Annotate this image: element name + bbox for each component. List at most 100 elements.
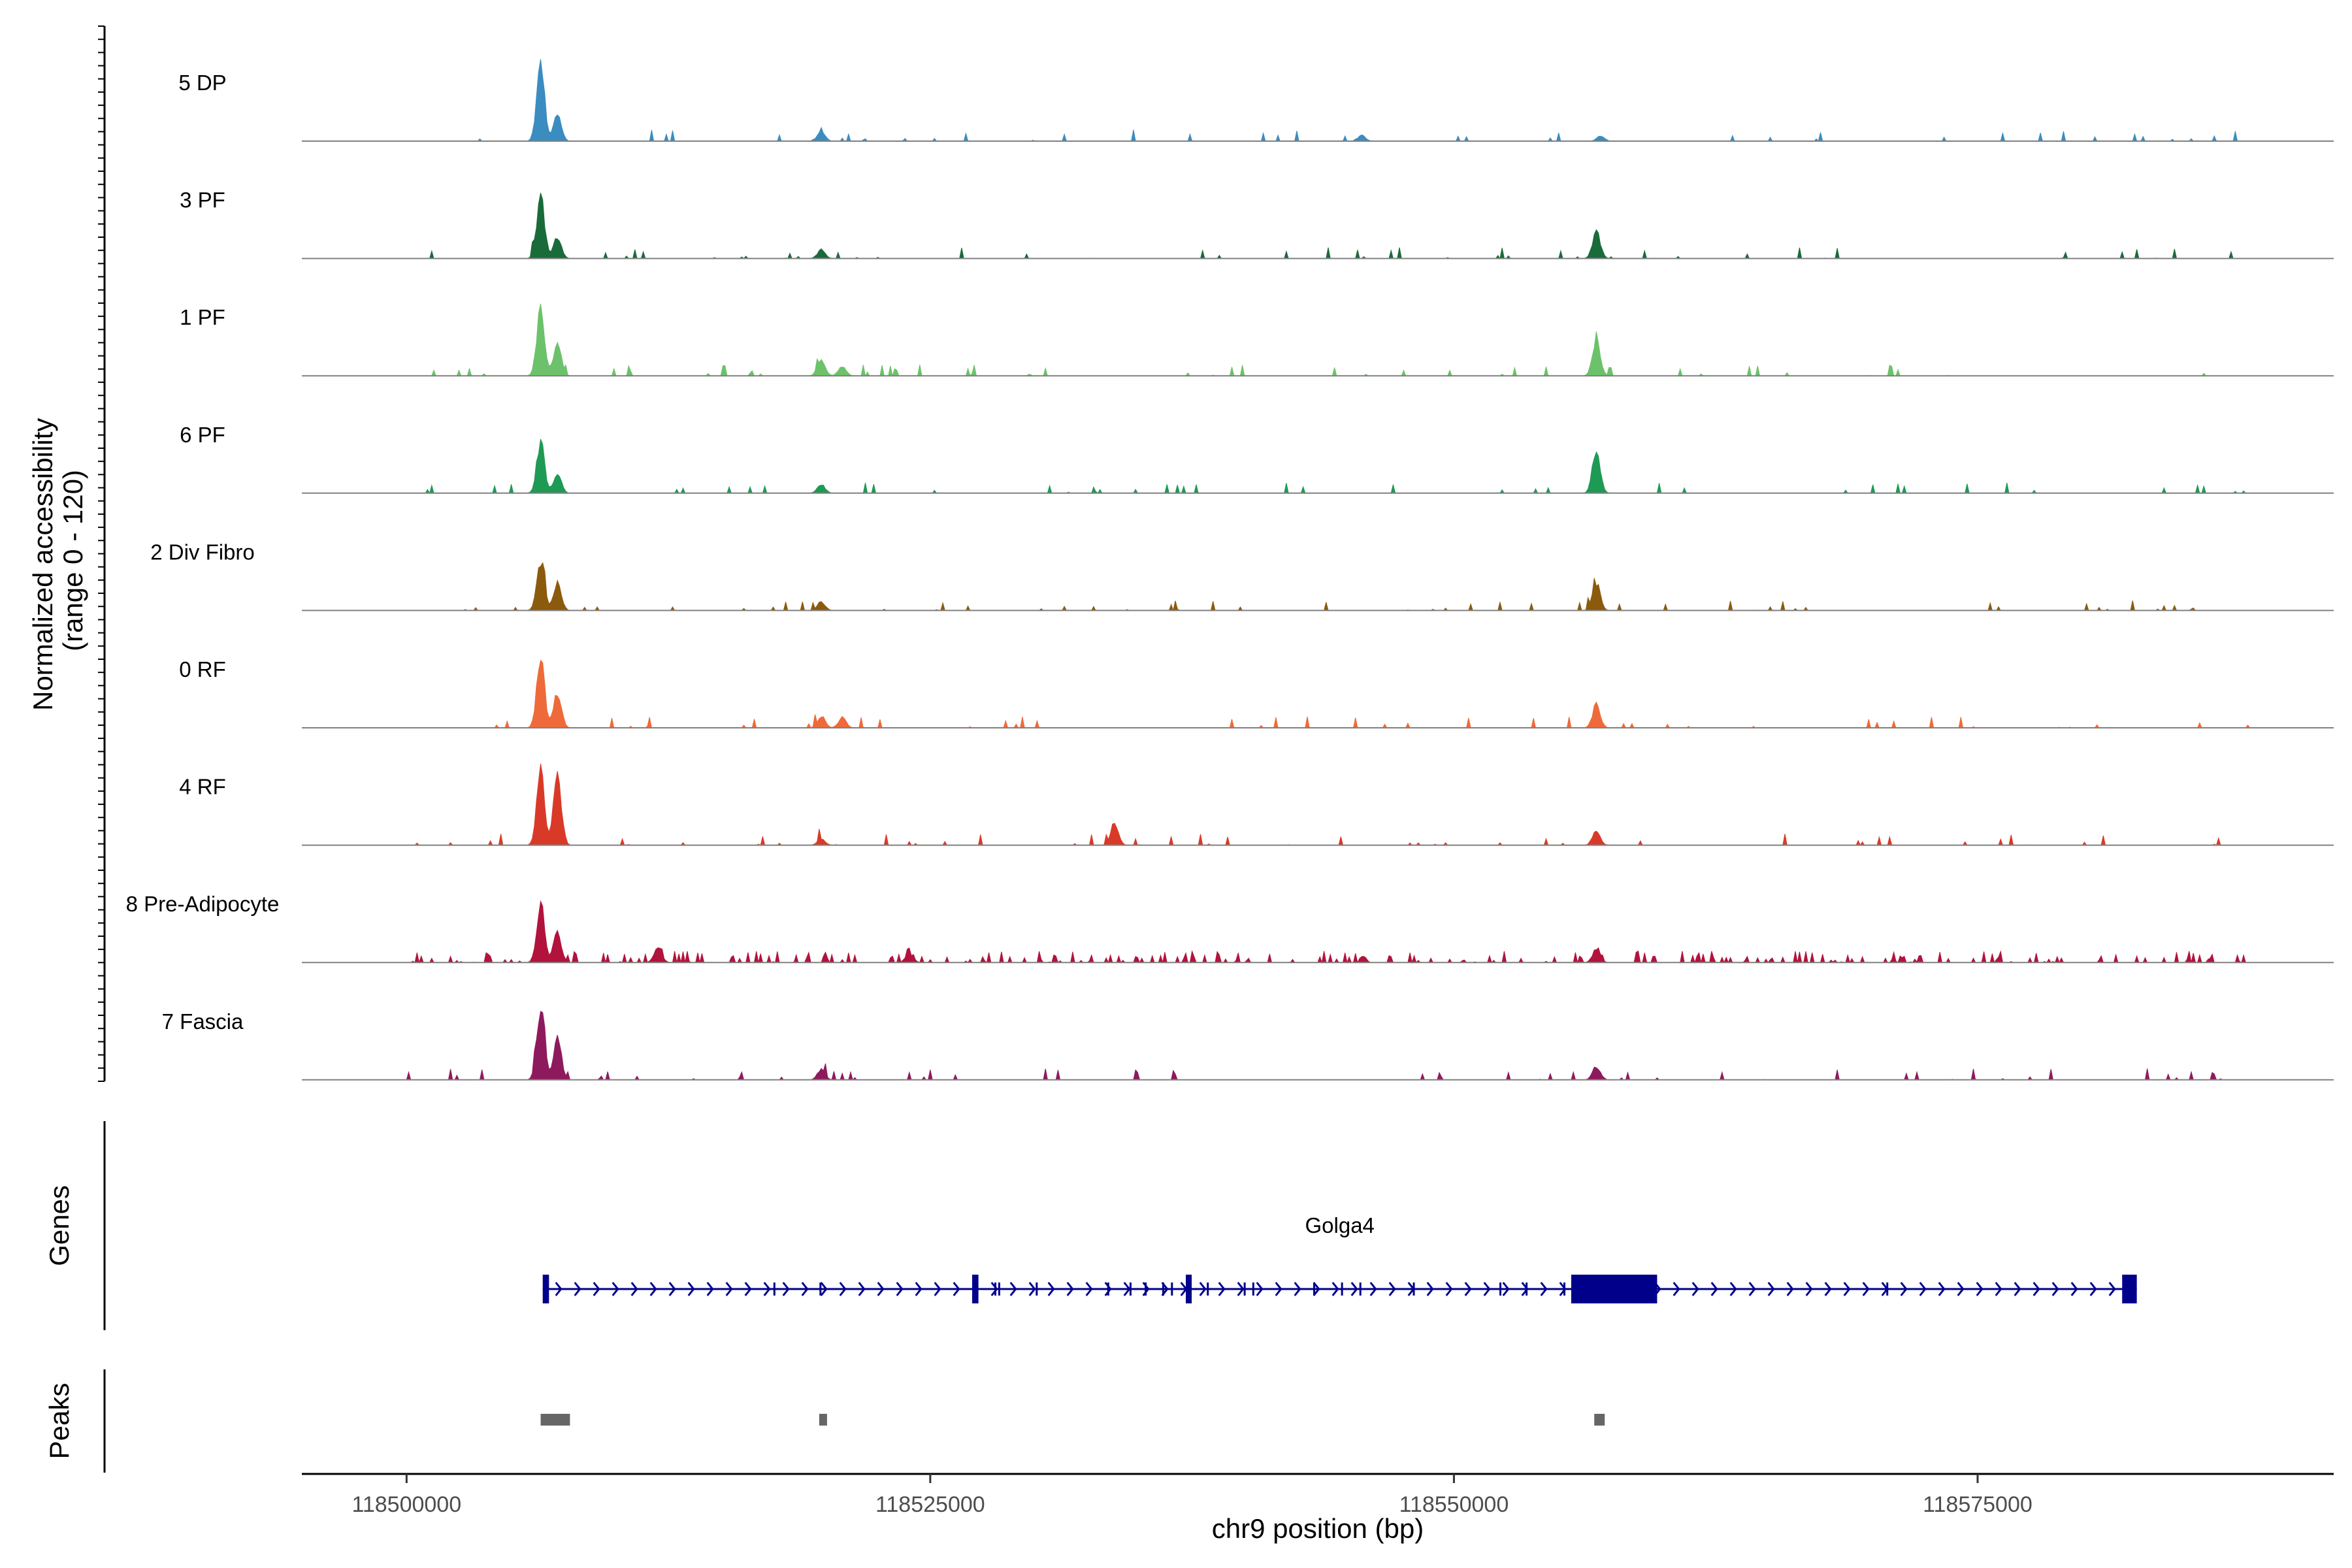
strand-arrow — [668, 1282, 676, 1296]
strand-arrow — [612, 1282, 619, 1296]
strand-arrow — [1350, 1282, 1358, 1296]
x-axis-title: chr9 position (bp) — [1212, 1513, 1424, 1544]
coverage-track: 7 Fascia — [162, 1009, 2334, 1081]
strand-arrow — [1426, 1282, 1434, 1296]
strand-arrow — [2089, 1282, 2097, 1296]
strand-arrow — [593, 1282, 600, 1296]
gene-exon — [1186, 1275, 1192, 1303]
strand-arrow — [1767, 1282, 1775, 1296]
strand-arrow — [2051, 1282, 2059, 1296]
strand-arrow — [1843, 1282, 1851, 1296]
track-label: 6 PF — [180, 423, 225, 447]
strand-arrow — [574, 1282, 581, 1296]
strand-arrow — [1900, 1282, 1908, 1296]
strand-arrow — [820, 1282, 828, 1296]
coverage-area — [406, 193, 2250, 259]
genes-track-label: Genes — [44, 1185, 74, 1266]
y-axis-title-line-2: (range 0 - 120) — [57, 470, 88, 651]
gene-track: Genes Golga4 — [44, 1121, 2137, 1330]
coverage-track: 0 RF — [179, 657, 2334, 728]
peaks-track: Peaks — [44, 1369, 1605, 1473]
coverage-area — [406, 1011, 2250, 1081]
strand-arrow — [649, 1282, 657, 1296]
strand-arrow — [1748, 1282, 1756, 1296]
strand-arrow — [990, 1282, 998, 1296]
coverage-track: 2 Div Fibro — [150, 540, 2334, 612]
strand-arrow — [782, 1282, 790, 1296]
strand-arrow — [1540, 1282, 1548, 1296]
coverage-track: 4 RF — [179, 763, 2334, 846]
strand-arrow — [1313, 1282, 1320, 1296]
strand-arrow — [1805, 1282, 1813, 1296]
coverage-track: 1 PF — [180, 303, 2334, 378]
strand-arrow — [1502, 1282, 1510, 1296]
strand-arrow — [1919, 1282, 1927, 1296]
peaks-track-label: Peaks — [44, 1383, 74, 1460]
strand-arrow — [896, 1282, 904, 1296]
x-axis: chr9 position (bp) 118500000 118525000 118… — [302, 1473, 2334, 1544]
x-tick-label: 118550000 — [1399, 1492, 1509, 1517]
strand-arrow — [1123, 1282, 1131, 1296]
strand-arrow — [2014, 1282, 2021, 1296]
strand-arrow — [687, 1282, 695, 1296]
strand-arrow — [858, 1282, 866, 1296]
peak-region — [1594, 1414, 1605, 1426]
coverage-track: 6 PF — [180, 423, 2334, 495]
strand-arrow — [1256, 1282, 1264, 1296]
gene-exon — [2122, 1275, 2137, 1303]
strand-arrow — [1066, 1282, 1074, 1296]
coverage-track: 3 PF — [180, 188, 2334, 259]
strand-arrow — [1009, 1282, 1017, 1296]
strand-arrow — [839, 1282, 847, 1296]
strand-arrow — [1483, 1282, 1491, 1296]
strand-arrow — [1824, 1282, 1832, 1296]
coverage-tracks: 5 DP 3 PF 1 PF 6 PF 2 Div Fibro 0 RF 4 RF 8 Pre… — [126, 59, 2334, 1081]
strand-arrow — [706, 1282, 714, 1296]
track-label: 3 PF — [180, 188, 225, 212]
track-label: 4 RF — [179, 775, 226, 799]
strand-arrow — [2108, 1282, 2116, 1296]
strand-arrow — [2070, 1282, 2078, 1296]
track-label: 1 PF — [180, 305, 225, 329]
track-label: 7 Fascia — [162, 1009, 244, 1034]
strand-arrow — [2033, 1282, 2040, 1296]
strand-arrow — [1275, 1282, 1282, 1296]
strand-arrow — [1369, 1282, 1377, 1296]
strand-arrow — [1218, 1282, 1226, 1296]
x-tick-label: 118500000 — [351, 1492, 461, 1517]
gene-model: Golga4 — [542, 1213, 2137, 1303]
y-axis-title-line-1: Normalized accessibility — [27, 418, 58, 711]
strand-arrow — [1237, 1282, 1245, 1296]
track-label: 0 RF — [179, 657, 226, 681]
coverage-track: 8 Pre-Adipocyte — [126, 892, 2334, 964]
coverage-area — [406, 438, 2250, 495]
strand-arrow — [725, 1282, 733, 1296]
strand-arrow — [1445, 1282, 1453, 1296]
strand-arrow — [1938, 1282, 1946, 1296]
gene-exon — [972, 1275, 979, 1303]
track-label: 8 Pre-Adipocyte — [126, 892, 280, 916]
strand-arrow — [1199, 1282, 1207, 1296]
coverage-track: 5 DP — [178, 59, 2334, 142]
gene-name-label: Golga4 — [1305, 1213, 1374, 1237]
coverage-area — [406, 303, 2250, 378]
strand-arrow — [1331, 1282, 1339, 1296]
strand-arrow — [801, 1282, 809, 1296]
strand-arrow — [1710, 1282, 1718, 1296]
strand-arrow — [1673, 1282, 1680, 1296]
coverage-area — [406, 763, 2250, 846]
strand-arrow — [1691, 1282, 1699, 1296]
strand-arrow — [1976, 1282, 1984, 1296]
x-tick-label: 118575000 — [1923, 1492, 2033, 1517]
strand-arrow — [744, 1282, 752, 1296]
strand-arrow — [1104, 1282, 1112, 1296]
strand-arrow — [555, 1282, 563, 1296]
coverage-area — [406, 659, 2251, 728]
coverage-area — [406, 59, 2250, 142]
x-tick-label: 118525000 — [875, 1492, 985, 1517]
track-label: 2 Div Fibro — [150, 540, 255, 564]
strand-arrow — [1786, 1282, 1794, 1296]
y-axis — [98, 25, 106, 1082]
strand-arrow — [763, 1282, 771, 1296]
strand-arrow — [934, 1282, 941, 1296]
